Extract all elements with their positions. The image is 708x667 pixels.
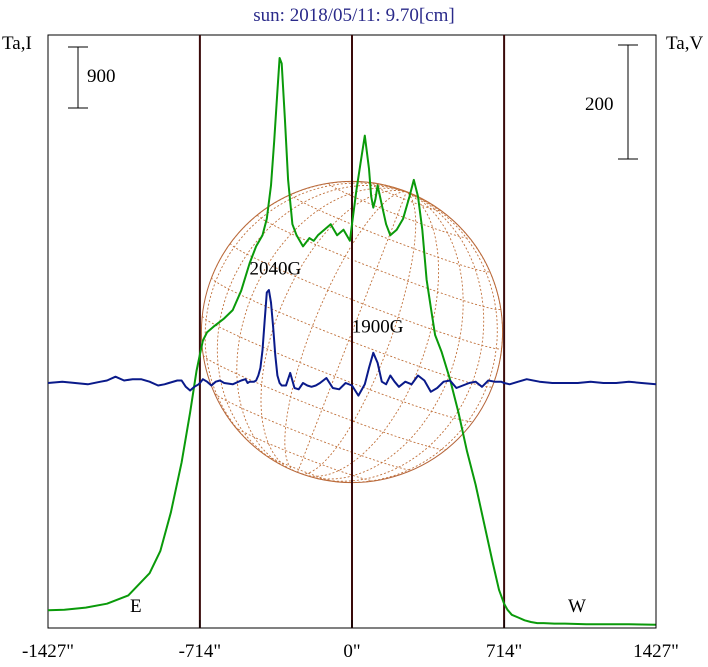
- latitude-line: [203, 355, 446, 449]
- west-limb-label: W: [568, 596, 586, 617]
- longitude-line: [212, 182, 407, 278]
- x-tick-label: 1427": [633, 641, 679, 662]
- latitude-line: [215, 393, 413, 470]
- chart-title: sun: 2018/05/11: 9.70[cm]: [253, 5, 454, 26]
- right-scale-bar-label: 200: [585, 94, 614, 115]
- left-axis-label: Ta,I: [2, 33, 32, 54]
- latitude-line: [235, 427, 375, 481]
- east-limb-label: E: [130, 596, 142, 617]
- latitude-line: [202, 316, 473, 421]
- x-tick-label: 714": [486, 641, 522, 662]
- x-axis-ticks: -1427" -714" 0" 714" 1427": [22, 620, 679, 662]
- x-tick-label: 0": [343, 641, 360, 662]
- annotation-label: 1900G: [352, 316, 404, 337]
- x-tick-label: -714": [179, 641, 222, 662]
- x-tick-label: -1427": [22, 641, 74, 662]
- left-scale-bar-label: 900: [87, 66, 116, 87]
- right-axis-label: Ta,V: [666, 33, 703, 54]
- annotation-label: 2040G: [249, 259, 301, 280]
